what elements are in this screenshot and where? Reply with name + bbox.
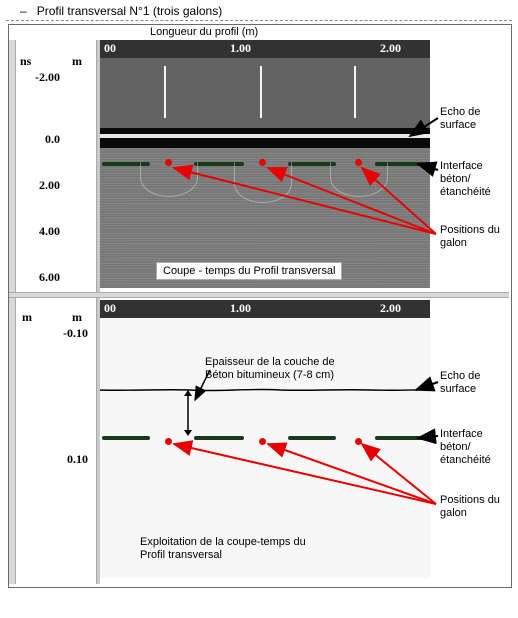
- plot2-y-unit-left: m: [22, 310, 32, 325]
- plot2-ytick-0: -0.10: [48, 326, 88, 341]
- plot1-anno-interface: Interface béton/étanchéité: [440, 160, 516, 200]
- plot1-ytick-0: -2.00: [12, 70, 60, 85]
- interface-seg-3: [288, 162, 336, 166]
- plot1-anno-interface-l1: Interface: [440, 160, 483, 172]
- xtick-2: 2.00: [380, 41, 401, 56]
- plot1-y-unit-right: m: [72, 54, 82, 69]
- plot1-anno-echo: Echo de surface: [440, 106, 508, 132]
- plot1-anno-positions: Positions du galon: [440, 224, 510, 250]
- plot1-anno-interface-l2: béton/étanchéité: [440, 173, 491, 198]
- plot1-ytick-3: 4.00: [12, 224, 60, 239]
- plot2-anno-positions: Positions du galon: [440, 494, 510, 520]
- plot2-anno-thickness: Epaisseur de la couche de Béton bitumine…: [205, 356, 375, 382]
- plot2-y-axis: m m -0.10 0.10: [14, 300, 94, 580]
- pre-surface-zone: [100, 58, 430, 128]
- plot1-y-axis: ns m -2.00 0.0 2.00 4.00 6.00: [14, 40, 94, 288]
- p2-galon-dot-1: [165, 438, 172, 445]
- plot2-anno-pos-l2: galon: [440, 507, 467, 519]
- plot1-ytick-1: 0.0: [12, 132, 60, 147]
- plot1-anno-pos-l1: Positions du: [440, 224, 500, 236]
- hyperbola-2: [234, 162, 292, 203]
- x-axis-ruler-plot2: 00 1.00 2.00: [100, 300, 430, 318]
- plot2-anno-interface-l2: béton/étanchéité: [440, 441, 491, 466]
- xtick-0: 00: [104, 41, 116, 56]
- plot-divider: [9, 292, 509, 298]
- plot1-caption: Coupe - temps du Profil transversal: [156, 262, 342, 280]
- plot2-caption-l1: Exploitation de la coupe-temps du: [140, 536, 306, 548]
- plot1-area: Coupe - temps du Profil transversal: [100, 58, 430, 288]
- figure-title: – Profil transversal N°1 (trois galons): [0, 0, 518, 20]
- plot2-ytick-1: 0.10: [48, 452, 88, 467]
- x-axis-ruler-top: 00 1.00 2.00: [100, 40, 430, 58]
- xtick2-2: 2.00: [380, 301, 401, 316]
- tx-marker-3: [354, 66, 356, 118]
- p2-galon-dot-3: [355, 438, 362, 445]
- galon-dot-2: [259, 159, 266, 166]
- surface-echo-black2: [100, 138, 430, 148]
- x-axis-title: Longueur du profil (m): [150, 26, 258, 38]
- page: – Profil transversal N°1 (trois galons) …: [0, 0, 518, 593]
- p2-interface-seg-4: [375, 436, 430, 440]
- plot2-anno-pos-l1: Positions du: [440, 494, 500, 506]
- galon-dot-3: [355, 159, 362, 166]
- tx-marker-2: [260, 66, 262, 118]
- plot1-anno-pos-l2: galon: [440, 237, 467, 249]
- plot2-anno-echo-l1: Echo de surface: [440, 370, 480, 395]
- plot2-caption-l2: Profil transversal: [140, 549, 222, 561]
- plot1-ytick-4: 6.00: [12, 270, 60, 285]
- dashed-separator: [6, 20, 512, 21]
- plot2-anno-thick-l2: Béton bitumineux (7-8 cm): [205, 369, 334, 381]
- xtick2-0: 00: [104, 301, 116, 316]
- plot1-y-unit-left: ns: [20, 54, 31, 69]
- p2-galon-dot-2: [259, 438, 266, 445]
- thickness-double-arrow: [180, 388, 200, 448]
- p2-interface-seg-2: [194, 436, 244, 440]
- xtick2-1: 1.00: [230, 301, 251, 316]
- plot2-y-unit-right: m: [72, 310, 82, 325]
- plot2-anno-thick-l1: Epaisseur de la couche de: [205, 356, 335, 368]
- plot2-anno-echo: Echo de surface: [440, 370, 508, 396]
- plot2-anno-interface: Interface béton/étanchéité: [440, 428, 516, 468]
- plot1-ytick-2: 2.00: [12, 178, 60, 193]
- xtick-1: 1.00: [230, 41, 251, 56]
- plot2-caption: Exploitation de la coupe-temps du Profil…: [140, 536, 400, 562]
- plot2-anno-interface-l1: Interface: [440, 428, 483, 440]
- p2-interface-seg-1: [102, 436, 150, 440]
- title-text: Profil transversal N°1 (trois galons): [37, 4, 223, 18]
- tx-marker-1: [164, 66, 166, 118]
- galon-dot-1: [165, 159, 172, 166]
- p2-interface-seg-3: [288, 436, 336, 440]
